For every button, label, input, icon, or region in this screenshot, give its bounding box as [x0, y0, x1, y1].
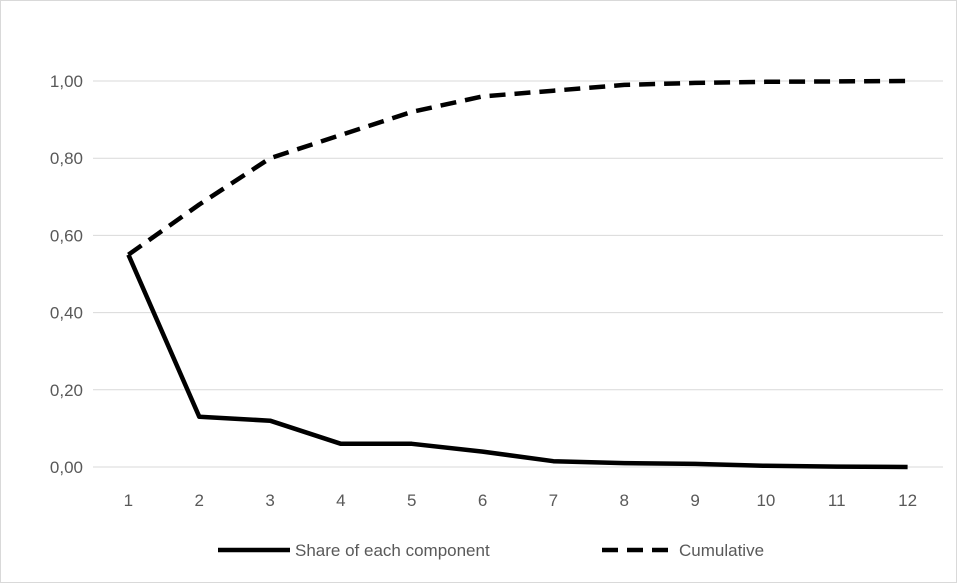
x-tick-label: 3: [265, 491, 274, 510]
y-tick-label: 0,60: [50, 226, 83, 245]
series-lines: [126, 78, 908, 470]
x-tick-label: 4: [336, 491, 345, 510]
y-tick-label: 0,20: [50, 381, 83, 400]
y-tick-label: 0,80: [50, 149, 83, 168]
x-axis-tick-labels: 1 2 3 4 5 6 7 8 9 10 11 12: [124, 491, 917, 510]
y-axis-tick-labels: 0,00 0,20 0,40 0,60 0,80 1,00: [50, 72, 83, 477]
y-tick-label: 0,40: [50, 304, 83, 323]
x-tick-label: 9: [690, 491, 699, 510]
y-tick-label: 0,00: [50, 458, 83, 477]
legend-label: Share of each component: [295, 541, 490, 560]
x-tick-label: 1: [124, 491, 133, 510]
x-tick-label: 11: [828, 491, 846, 510]
x-tick-label: 2: [195, 491, 204, 510]
cumulative-line: [127, 78, 908, 257]
x-tick-label: 5: [407, 491, 416, 510]
x-tick-label: 12: [898, 491, 917, 510]
gridlines: [93, 80, 943, 391]
x-tick-label: 7: [549, 491, 558, 510]
x-tick-label: 8: [620, 491, 629, 510]
y-tick-label: 1,00: [50, 72, 83, 91]
legend: Share of each component Cumulative: [218, 541, 764, 560]
legend-label: Cumulative: [679, 541, 764, 560]
x-tick-label: 10: [756, 491, 775, 510]
x-tick-label: 6: [478, 491, 487, 510]
share-line: [126, 253, 908, 470]
